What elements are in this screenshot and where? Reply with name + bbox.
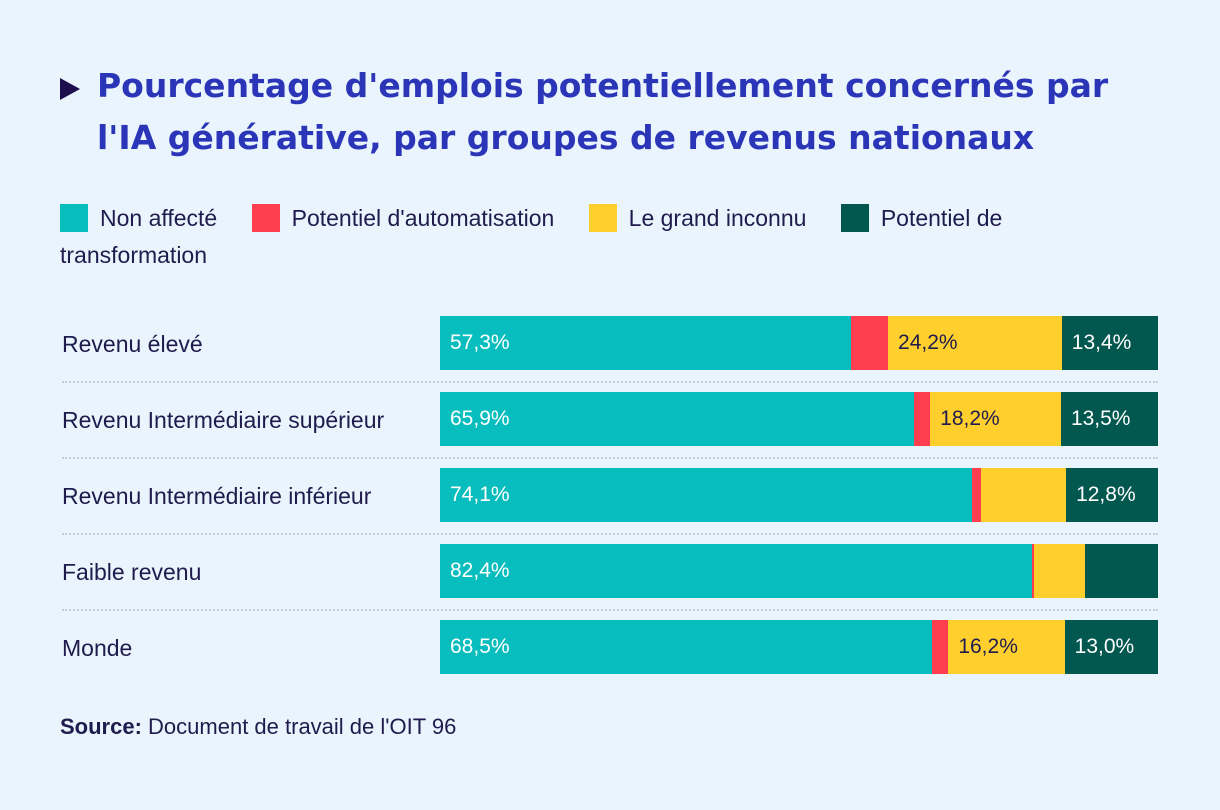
- legend-item-non-affecte: Non affecté: [60, 204, 218, 232]
- bar-segment-potentiel-de-transformation: 13,4%: [1061, 316, 1158, 370]
- bar-segment-potentiel-de-transformation: 13,5%: [1060, 392, 1158, 446]
- data-label: 13,0%: [1074, 635, 1135, 658]
- triangle-right-icon: [60, 78, 80, 100]
- bar-row-revenu-intermediaire-inferieur: Revenu Intermédiaire inférieur 74,1% 12,8%: [60, 458, 1160, 534]
- bar-segment-non-affecte: 65,9%: [440, 392, 914, 446]
- bar-row-revenu-eleve: Revenu élevé 57,3% 24,2% 13,4%: [60, 306, 1160, 382]
- data-label: 65,9%: [450, 407, 510, 430]
- stacked-bar: 74,1% 12,8%: [440, 468, 1158, 522]
- stacked-bar: 65,9% 18,2% 13,5%: [440, 392, 1158, 446]
- data-label: 24,2%: [898, 331, 958, 354]
- stacked-bar-chart: Revenu élevé 57,3% 24,2% 13,4% Revenu Interm…: [60, 306, 1160, 686]
- bar-segment-potentiel-d-automatisation: [913, 392, 931, 446]
- bar-segment-potentiel-d-automatisation: [1031, 544, 1035, 598]
- bar-segment-non-affecte: 57,3%: [440, 316, 852, 370]
- bar-segment-potentiel-d-automatisation: [851, 316, 889, 370]
- row-separator: [62, 381, 1158, 383]
- bar-segment-le-grand-inconnu: 18,2%: [930, 392, 1061, 446]
- legend-swatch: [588, 204, 617, 232]
- category-label: Revenu Intermédiaire inférieur: [62, 483, 372, 509]
- stacked-bar: 68,5% 16,2% 13,0%: [440, 620, 1158, 674]
- data-label: 13,5%: [1070, 407, 1131, 430]
- data-label: 13,4%: [1071, 331, 1132, 354]
- data-label: 18,2%: [940, 407, 1000, 430]
- category-label: Faible revenu: [62, 559, 202, 585]
- category-label: Monde: [62, 635, 133, 661]
- row-separator: [62, 533, 1158, 535]
- row-separator: [62, 609, 1158, 611]
- legend-item-potentiel-d-automatisation: Potentiel d'automatisation: [251, 204, 555, 232]
- source-text: Document de travail de l'OIT 96: [148, 714, 457, 739]
- row-separator: [62, 457, 1158, 459]
- bar-row-faible-revenu: Faible revenu 82,4%: [60, 534, 1160, 610]
- legend-label: Potentiel d'automatisation: [291, 205, 555, 231]
- chart-title-block: Pourcentage d'emplois potentiellement co…: [60, 60, 1160, 164]
- bar-segment-potentiel-de-transformation: 12,8%: [1066, 468, 1158, 522]
- legend-swatch: [251, 204, 280, 232]
- bar-segment-potentiel-de-transformation: [1084, 544, 1158, 598]
- bar-segment-potentiel-de-transformation: 13,0%: [1064, 620, 1158, 674]
- bar-row-revenu-intermediaire-superieur: Revenu Intermédiaire supérieur 65,9% 18,2%…: [60, 382, 1160, 458]
- data-label: 16,2%: [958, 635, 1018, 658]
- bar-segment-le-grand-inconnu: 24,2%: [888, 316, 1062, 370]
- stacked-bar: 57,3% 24,2% 13,4%: [440, 316, 1158, 370]
- data-label: 74,1%: [450, 483, 510, 506]
- chart-title: Pourcentage d'emplois potentiellement co…: [97, 66, 1109, 157]
- bar-segment-potentiel-d-automatisation: [972, 468, 982, 522]
- bar-segment-non-affecte: 82,4%: [440, 544, 1032, 598]
- category-label: Revenu élevé: [62, 331, 203, 357]
- legend-label: Potentiel de transformation: [60, 205, 1003, 268]
- source-prefix: Source:: [60, 714, 142, 739]
- legend-swatch: [60, 204, 88, 232]
- data-label: 12,8%: [1076, 483, 1136, 506]
- bar-segment-non-affecte: 74,1%: [440, 468, 973, 522]
- category-label: Revenu Intermédiaire supérieur: [62, 407, 385, 433]
- legend-label: Non affecté: [100, 205, 218, 231]
- legend-item-potentiel-de-transformation: Potentiel de transformation: [60, 204, 1003, 268]
- chart-legend: Non affecté Potentiel d'automatisation L…: [60, 200, 1120, 274]
- legend-item-le-grand-inconnu: Le grand inconnu: [588, 204, 807, 232]
- legend-swatch: [840, 204, 869, 232]
- bar-segment-le-grand-inconnu: 16,2%: [948, 620, 1065, 674]
- stacked-bar: 82,4%: [440, 544, 1158, 598]
- bar-segment-le-grand-inconnu: [981, 468, 1067, 522]
- data-label: 82,4%: [450, 559, 510, 582]
- bar-segment-potentiel-d-automatisation: [931, 620, 949, 674]
- bar-segment-non-affecte: 68,5%: [440, 620, 932, 674]
- legend-label: Le grand inconnu: [628, 205, 807, 231]
- data-label: 57,3%: [450, 331, 510, 354]
- source-note: Source: Document de travail de l'OIT 96: [60, 714, 456, 740]
- bar-row-monde: Monde 68,5% 16,2% 13,0%: [60, 610, 1160, 686]
- bar-segment-le-grand-inconnu: [1034, 544, 1085, 598]
- data-label: 68,5%: [450, 635, 510, 658]
